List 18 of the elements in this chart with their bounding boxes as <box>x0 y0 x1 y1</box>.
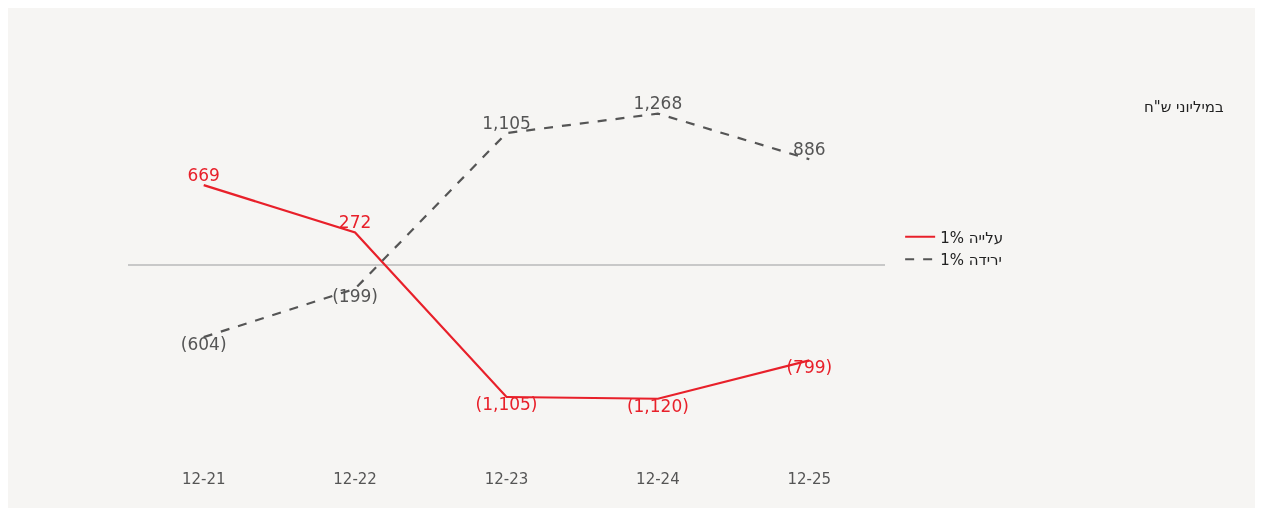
data-label: 669 <box>187 164 220 185</box>
data-label: (199) <box>332 285 378 306</box>
data-label: 1,268 <box>633 93 683 114</box>
data-label: (799) <box>786 357 833 378</box>
legend-label: ירידה 1% <box>940 251 1002 270</box>
data-label: (604) <box>180 333 227 354</box>
data-label: 1,105 <box>482 112 531 133</box>
x-tick-label: 12-25 <box>787 470 832 488</box>
x-tick-label: 12-22 <box>333 470 377 488</box>
x-tick-label: 12-24 <box>636 470 680 488</box>
x-tick-label: 12-21 <box>181 470 226 488</box>
data-label: 886 <box>793 138 826 159</box>
data-label: 272 <box>338 212 372 233</box>
legend-label: עלייה 1% <box>940 228 1004 247</box>
text: במיליוני ש"ח <box>1144 98 1224 116</box>
x-tick-label: 12-23 <box>484 470 529 488</box>
data-label: (1,120) <box>626 395 689 416</box>
data-label: (1,105) <box>475 393 538 414</box>
